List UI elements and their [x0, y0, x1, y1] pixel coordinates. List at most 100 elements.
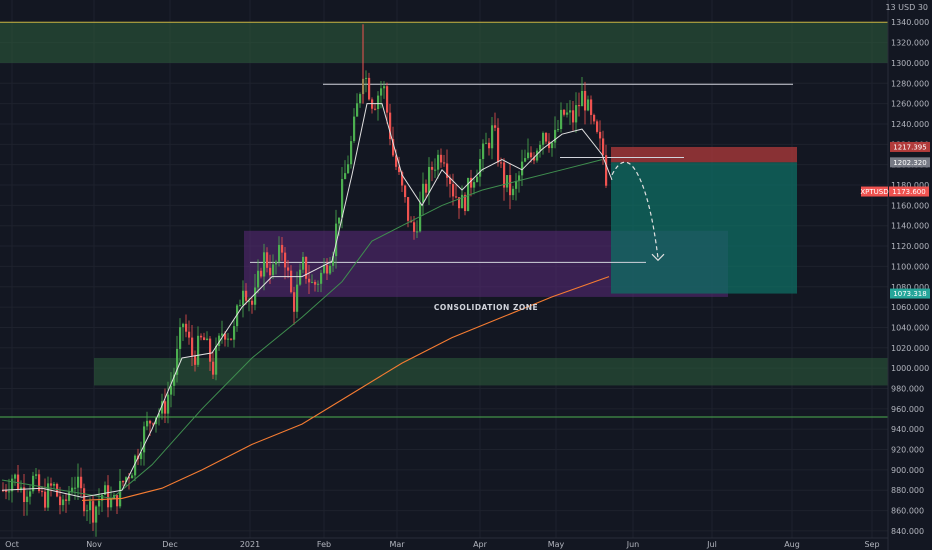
- candle-body: [47, 483, 50, 508]
- candle-body: [290, 270, 293, 293]
- candle-body: [53, 483, 56, 486]
- candle-body: [329, 265, 332, 274]
- candle-body: [365, 77, 368, 79]
- candle-body: [59, 496, 62, 506]
- candle-body: [476, 176, 479, 183]
- candle-body: [236, 305, 239, 327]
- x-axis[interactable]: Oct Nov Dec 2021 Feb Mar Apr May Jun Jul Aug Sep: [0, 537, 888, 549]
- candle-body: [425, 183, 428, 193]
- candle-body: [134, 455, 137, 476]
- candle-body: [212, 361, 215, 375]
- candle-body: [164, 401, 167, 414]
- candle-body: [158, 413, 161, 418]
- price-tags: 1217.395 1202.320 XPTUSD 1173.600 1073.318: [860, 141, 930, 299]
- y-tick-label: 1240.000: [891, 120, 929, 129]
- candle-body: [5, 490, 8, 492]
- y-axis[interactable]: 840.000 860.000 880.000 900.000 920.000 940.0…: [887, 0, 929, 550]
- x-tick-label: Nov: [86, 540, 102, 549]
- candle-body: [401, 172, 404, 186]
- candle-body: [575, 105, 578, 123]
- candle-body: [146, 420, 149, 427]
- candle-body: [299, 269, 302, 285]
- candle-body: [62, 499, 65, 506]
- candle-body: [170, 385, 173, 395]
- candle-body: [218, 335, 221, 346]
- currency-label: 13 USD 30: [885, 3, 928, 12]
- candle-body: [386, 86, 389, 113]
- candle-body: [203, 337, 206, 340]
- candle-body: [125, 477, 128, 483]
- candle-body: [293, 292, 296, 312]
- candle-body: [224, 333, 227, 340]
- candle-body: [470, 177, 473, 188]
- candle-body: [56, 483, 59, 497]
- y-tick-label: 900.000: [891, 466, 924, 475]
- candle-body: [11, 478, 14, 492]
- projection-path: [611, 161, 659, 259]
- candle-body: [191, 337, 194, 356]
- projection-arrow: [611, 161, 665, 262]
- y-tick-label: 1180.000: [891, 181, 929, 190]
- candle-body: [332, 256, 335, 266]
- candle-body: [320, 272, 323, 284]
- y-tick-label: 1280.000: [891, 79, 929, 88]
- zone-support: [94, 357, 888, 386]
- candle-body: [383, 86, 386, 89]
- candle-body: [101, 494, 104, 501]
- candle-body: [497, 127, 500, 163]
- candle-body: [338, 217, 341, 224]
- candle-body: [518, 175, 521, 182]
- candle-body: [482, 143, 485, 160]
- y-tick-label: 1340.000: [891, 18, 929, 27]
- y-tick-label: 1260.000: [891, 100, 929, 109]
- candle-body: [443, 162, 446, 164]
- price-tag-label: XPTUSD: [860, 188, 888, 196]
- y-tick-label: 960.000: [891, 405, 924, 414]
- candle-body: [500, 162, 503, 164]
- candle-body: [551, 142, 554, 149]
- candle-body: [257, 270, 260, 288]
- candle-body: [194, 355, 197, 365]
- candle-body: [176, 348, 179, 375]
- candle-body: [245, 290, 248, 301]
- candle-body: [455, 196, 458, 198]
- candle-body: [377, 95, 380, 110]
- ma-mid-line: [1, 159, 603, 499]
- y-tick-label: 1020.000: [891, 344, 929, 353]
- candle-body: [281, 244, 284, 253]
- candle-body: [26, 496, 29, 503]
- candle-body: [41, 491, 44, 493]
- candle-body: [74, 487, 77, 489]
- candle-body: [167, 394, 170, 414]
- candle-body: [221, 333, 224, 336]
- candle-body: [560, 109, 563, 130]
- candle-body: [35, 474, 38, 476]
- candle-body: [29, 491, 32, 497]
- candle-body: [311, 281, 314, 283]
- x-tick-label: Mar: [389, 540, 405, 549]
- candle-body: [80, 476, 83, 489]
- candle-body: [263, 252, 266, 277]
- candle-body: [380, 88, 383, 96]
- candle-body: [404, 185, 407, 198]
- candle-body: [269, 267, 272, 276]
- x-tick-label: May: [548, 540, 565, 549]
- candle-body: [596, 121, 599, 132]
- candle-body: [155, 417, 158, 425]
- candle-body: [485, 142, 488, 144]
- candle-body: [458, 197, 461, 209]
- candle-body: [179, 327, 182, 349]
- y-tick-label: 1120.000: [891, 242, 929, 251]
- y-tick-label: 1140.000: [891, 222, 929, 231]
- candle-body: [431, 166, 434, 170]
- candle-body: [95, 506, 98, 523]
- candle-body: [434, 169, 437, 171]
- candle-body: [590, 99, 593, 115]
- candle-body: [86, 510, 89, 512]
- candle-body: [14, 474, 17, 479]
- candle-body: [506, 175, 509, 188]
- candle-body: [479, 159, 482, 177]
- candle-body: [578, 105, 581, 107]
- candle-body: [581, 90, 584, 107]
